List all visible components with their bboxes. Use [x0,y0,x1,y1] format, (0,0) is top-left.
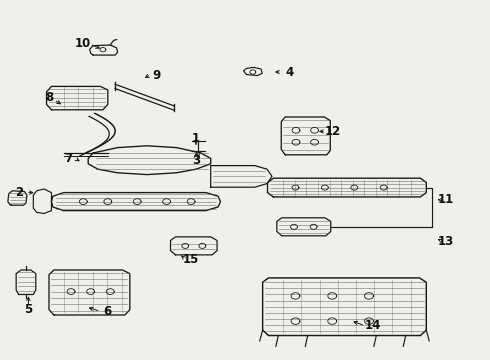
Text: 4: 4 [285,66,293,78]
Text: 1: 1 [192,132,200,145]
Text: 2: 2 [16,186,24,199]
Text: 15: 15 [183,253,199,266]
Text: 7: 7 [65,152,73,165]
Text: 12: 12 [325,125,342,138]
Text: 3: 3 [192,154,200,167]
Text: 8: 8 [45,91,53,104]
Text: 13: 13 [438,235,454,248]
Text: 10: 10 [75,37,92,50]
Text: 9: 9 [153,69,161,82]
Text: 14: 14 [364,319,381,332]
Text: 6: 6 [104,305,112,318]
Text: 11: 11 [438,193,454,206]
Text: 5: 5 [24,303,32,316]
